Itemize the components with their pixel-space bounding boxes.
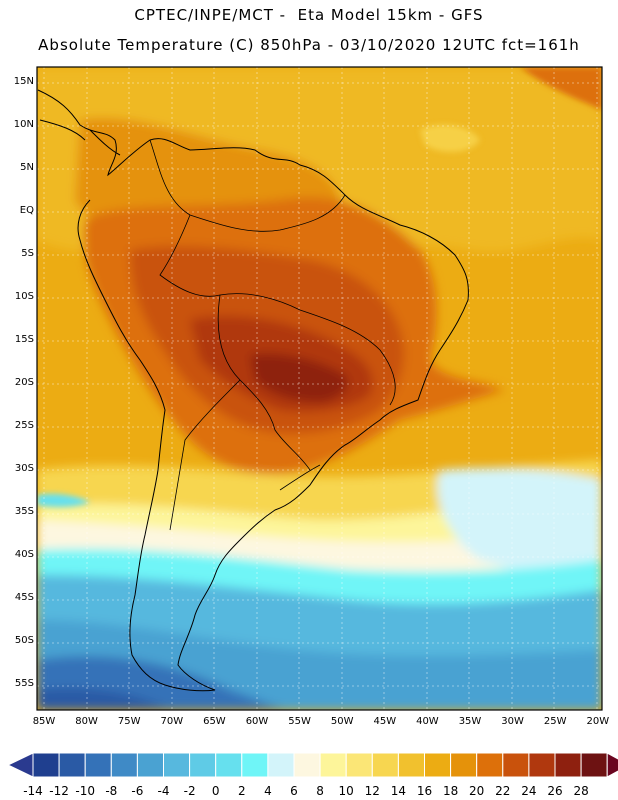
lat-label: 15N — [13, 76, 34, 87]
map-title-line2: Absolute Temperature (C) 850hPa - 03/10/… — [38, 36, 580, 54]
colorbar-label: -4 — [157, 784, 170, 798]
colorbar-under-arrow — [6, 752, 34, 778]
colorbar-swatch — [345, 752, 373, 778]
colorbar-swatch — [163, 752, 191, 778]
colorbar-label: 8 — [316, 784, 324, 798]
colorbar-label: -12 — [49, 784, 69, 798]
colorbar-label: 24 — [521, 784, 537, 798]
lon-label: 65W — [203, 716, 226, 727]
colorbar-label: -8 — [105, 784, 118, 798]
colorbar-swatch — [554, 752, 582, 778]
colorbar-over-arrow — [606, 752, 618, 778]
colorbar-swatch — [84, 752, 112, 778]
lon-label: 80W — [75, 716, 98, 727]
lat-label: 5N — [20, 162, 34, 173]
lat-label: 35S — [14, 506, 34, 517]
lon-label: 35W — [458, 716, 482, 727]
lon-label: 85W — [32, 716, 56, 727]
lat-lon-grid — [37, 67, 602, 710]
colorbar-label: 20 — [469, 784, 485, 798]
colorbar-label: 0 — [211, 784, 220, 798]
colorbar-label: 10 — [338, 784, 354, 798]
colorbar-swatch — [580, 752, 608, 778]
colorbar-swatch — [424, 752, 452, 778]
lon-label: 30W — [501, 716, 524, 727]
colorbar-label: 6 — [290, 784, 298, 798]
lat-label: 55S — [14, 678, 34, 689]
colorbar-label: 12 — [364, 784, 380, 798]
colorbar-swatch — [58, 752, 86, 778]
south-america-coastline — [37, 89, 469, 692]
colorbar — [6, 752, 618, 778]
lat-label: 10N — [13, 119, 34, 130]
colorbar-swatch — [136, 752, 164, 778]
map-frame — [36, 66, 603, 711]
lat-label: 50S — [14, 635, 34, 646]
lon-label: 50W — [330, 716, 354, 727]
colorbar-label: -14 — [23, 784, 43, 798]
lon-label: 20W — [586, 716, 610, 727]
lon-label: 75W — [117, 716, 141, 727]
lon-label: 70W — [160, 716, 184, 727]
lat-label: 10S — [14, 291, 34, 302]
lon-label: 60W — [245, 716, 269, 727]
colorbar-swatch — [241, 752, 269, 778]
colorbar-label: -6 — [131, 784, 144, 798]
colorbar-swatch — [528, 752, 556, 778]
colorbar-swatch — [189, 752, 217, 778]
lat-label: 15S — [14, 334, 34, 345]
colorbar-swatch — [110, 752, 138, 778]
colorbar-swatch — [450, 752, 478, 778]
colorbar-label: 28 — [573, 784, 589, 798]
colorbar-swatch — [371, 752, 399, 778]
colorbar-label: 2 — [237, 784, 246, 798]
lat-label: 45S — [14, 592, 34, 603]
colorbar-swatch — [397, 752, 425, 778]
colorbar-label: 16 — [416, 784, 433, 798]
colorbar-label: 18 — [442, 784, 459, 798]
lon-label: 55W — [288, 716, 311, 727]
country-borders — [149, 139, 396, 531]
colorbar-label: 14 — [390, 784, 407, 798]
colorbar-swatch — [476, 752, 504, 778]
temperature-field — [37, 67, 602, 710]
colorbar-label: -2 — [183, 784, 196, 798]
lat-label: 20S — [14, 377, 34, 388]
lon-label: 40W — [416, 716, 439, 727]
colorbar-swatch — [319, 752, 347, 778]
colorbar-swatch — [215, 752, 243, 778]
colorbar-swatch — [32, 752, 60, 778]
lat-label: 30S — [14, 463, 34, 474]
colorbar-label: 22 — [495, 784, 511, 798]
colorbar-label: 4 — [264, 784, 272, 798]
lon-label: 45W — [373, 716, 397, 727]
colorbar-label: 26 — [547, 784, 563, 798]
colorbar-swatch — [502, 752, 530, 778]
colorbar-swatch — [293, 752, 321, 778]
lat-label: 5S — [21, 248, 34, 259]
lat-label: 25S — [14, 420, 34, 431]
colorbar-swatch — [267, 752, 295, 778]
lat-label: 40S — [14, 549, 34, 560]
lon-label: 25W — [543, 716, 567, 727]
map-title-line1: CPTEC/INPE/MCT - Eta Model 15km - GFS — [134, 6, 484, 24]
lat-label: EQ — [19, 205, 34, 216]
colorbar-label: -10 — [75, 784, 95, 798]
